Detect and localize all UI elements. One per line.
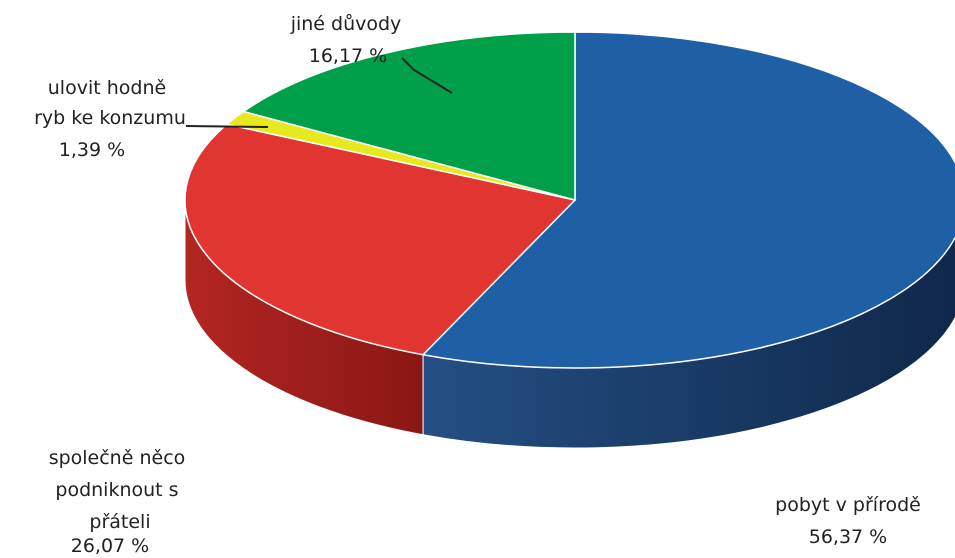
slice-labels: jiné důvody 16,17 % ulovit hodně ryb ke … <box>34 13 921 557</box>
pie-slice-jine-duvody <box>241 31 576 201</box>
slice-label-ulovit: ulovit hodně ryb ke konzumu <box>34 77 186 129</box>
slice-label-spolecne: společně něco podniknout s přáteli <box>49 447 192 533</box>
slice-label-spolecne-line2: podniknout s <box>55 479 178 501</box>
leader-line-ulovit <box>185 125 269 128</box>
slice-label-pobyt: pobyt v přírodě <box>775 494 921 516</box>
pie-slice-spolecne-neco-podniknout-s-prateli <box>184 123 577 356</box>
slice-value-pobyt: 56,37 % <box>809 526 888 548</box>
slice-label-ulovit-line2: ryb ke konzumu <box>34 107 186 129</box>
slice-value-spolecne: 26,07 % <box>71 535 150 557</box>
slice-label-jine-duvody: jiné důvody <box>290 13 402 35</box>
leader-lines <box>185 57 453 128</box>
slice-value-ulovit: 1,39 % <box>59 139 125 161</box>
pie-slice-pobyt-v-prirode <box>421 31 955 369</box>
leader-line-jine-duvody <box>401 57 453 94</box>
slice-label-spolecne-line1: společně něco <box>49 447 186 469</box>
slice-value-jine-duvody: 16,17 % <box>309 45 388 67</box>
pie-tops <box>184 31 955 369</box>
slice-label-ulovit-line1: ulovit hodně <box>48 77 166 99</box>
slice-label-spolecne-line3: přáteli <box>89 511 150 533</box>
